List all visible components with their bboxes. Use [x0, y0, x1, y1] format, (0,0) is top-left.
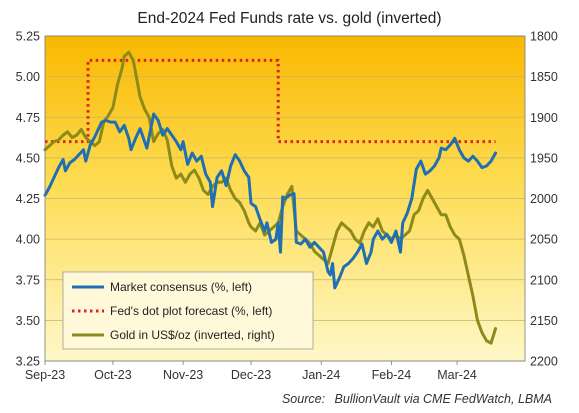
x-tick-label: Dec-23	[231, 368, 271, 382]
x-tick-label: Feb-24	[372, 368, 412, 382]
right-tick-label: 2150	[530, 314, 558, 328]
legend-item-market-consensus: Market consensus (%, left)	[72, 280, 252, 294]
source-note: Source: BullionVault via CME FedWatch, L…	[282, 392, 552, 406]
series-layer	[43, 50, 498, 345]
right-tick-label: 2050	[530, 233, 558, 247]
right-tick-label: 1800	[530, 30, 558, 44]
x-tick-label: Jan-24	[302, 368, 340, 382]
left-tick-label: 3.50	[16, 314, 40, 328]
chart-title: End-2024 Fed Funds rate vs. gold (invert…	[137, 10, 441, 27]
left-tick-label: 4.00	[16, 233, 40, 247]
legend-box	[62, 271, 314, 350]
plot-border	[44, 35, 526, 362]
left-tick-label: 5.25	[16, 30, 40, 44]
right-tick-label: 2100	[530, 273, 558, 287]
source-prefix: Source:	[282, 392, 325, 406]
left-tick-label: 4.25	[16, 192, 40, 206]
left-axis: 3.25 3.50 3.75 4.00 4.25 4.50 4.75 5.00 5.25	[16, 30, 40, 369]
x-tick-label: Sep-23	[25, 368, 65, 382]
series-line-0	[43, 112, 498, 290]
x-axis: Sep-23 Oct-23 Nov-23 Dec-23 Jan-24 Feb-24 Mar-…	[25, 361, 477, 382]
legend-item-gold: Gold in US$/oz (inverted, right)	[72, 328, 275, 342]
left-tick-label: 4.75	[16, 111, 40, 125]
left-tick-label: 3.25	[16, 355, 40, 369]
x-tick-label: Oct-23	[94, 368, 132, 382]
source-text: BullionVault via CME FedWatch, LBMA	[335, 392, 552, 406]
legend-label-market-consensus: Market consensus (%, left)	[110, 280, 252, 294]
left-tick-label: 4.50	[16, 151, 40, 165]
right-tick-label: 1850	[530, 70, 558, 84]
right-axis: 1800 1850 1900 1950 2000 2050 2100 2150 2200	[530, 30, 558, 369]
legend-label-dot-plot: Fed's dot plot forecast (%, left)	[110, 304, 272, 318]
right-tick-label: 2000	[530, 192, 558, 206]
left-tick-label: 3.75	[16, 273, 40, 287]
x-tick-label: Mar-24	[437, 368, 477, 382]
left-tick-label: 5.00	[16, 70, 40, 84]
legend-item-dot-plot: Fed's dot plot forecast (%, left)	[72, 304, 272, 318]
right-tick-label: 1900	[530, 111, 558, 125]
series-line-2	[43, 50, 498, 345]
right-tick-label: 1950	[530, 151, 558, 165]
legend-label-gold: Gold in US$/oz (inverted, right)	[110, 328, 275, 342]
legend: Market consensus (%, left) Fed's dot plo…	[62, 271, 314, 350]
right-tick-label: 2200	[530, 355, 558, 369]
x-tick-label: Nov-23	[163, 368, 203, 382]
